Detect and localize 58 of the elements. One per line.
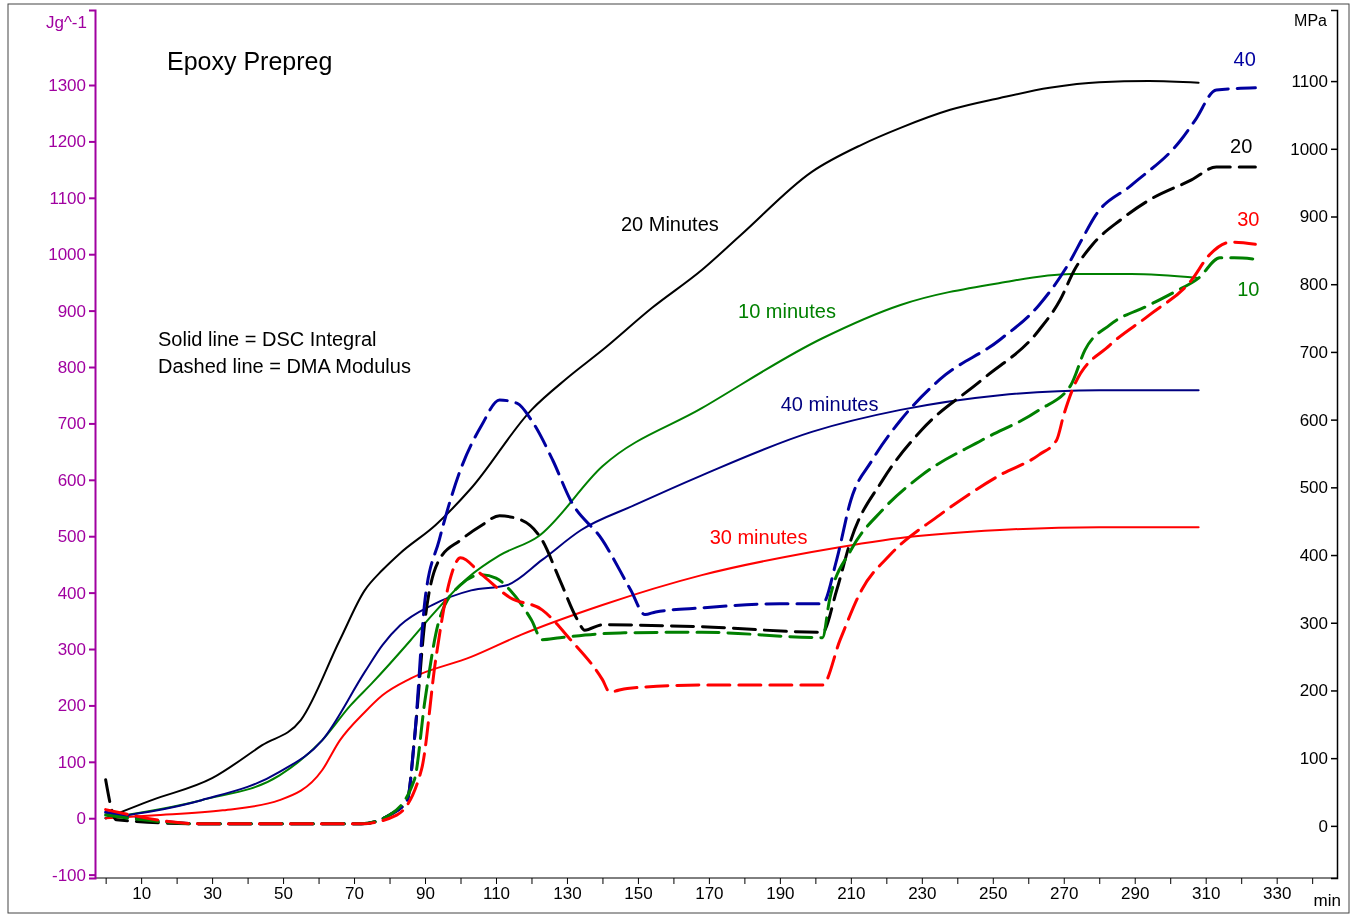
y-tick-label: 600 <box>57 470 86 490</box>
y2-tick-label: 600 <box>1299 410 1328 430</box>
y-tick-label: 100 <box>57 752 86 772</box>
x-tick-label: 70 <box>345 884 365 904</box>
series-label: 40 <box>1233 48 1256 71</box>
y2-tick-label: 200 <box>1299 681 1328 701</box>
y-tick-label: 1300 <box>48 75 86 95</box>
y2-tick-label: 1000 <box>1290 139 1328 159</box>
series-label: 10 <box>1237 278 1260 301</box>
y-tick-label: -100 <box>51 865 86 885</box>
x-tick-label: 30 <box>203 884 223 904</box>
y-tick-label: 300 <box>57 639 86 659</box>
series-label: 30 minutes <box>709 526 808 549</box>
annotation: Solid line = DSC Integral <box>158 328 377 350</box>
series-label: 30 <box>1237 207 1260 230</box>
x-tick-label: 90 <box>416 884 435 904</box>
y2-tick-label: 400 <box>1299 545 1328 565</box>
annotation: Dashed line = DMA Modulus <box>158 355 411 377</box>
series-label: 10 minutes <box>738 299 836 322</box>
series-label: 20 Minutes <box>620 213 719 236</box>
y-tick-label: 800 <box>57 357 86 377</box>
y-tick-label: 900 <box>57 301 86 321</box>
x-tick-label: 50 <box>274 884 294 904</box>
y-tick-label: 1000 <box>48 245 86 265</box>
series-label: 20 <box>1230 134 1253 157</box>
y-tick-label: 1100 <box>49 188 86 208</box>
y2-tick-label: 100 <box>1299 749 1328 769</box>
y-tick-label: 400 <box>57 583 86 603</box>
y2-tick-label: 0 <box>1318 816 1328 836</box>
y-tick-label: 700 <box>57 414 86 434</box>
series-label: 40 minutes <box>780 393 879 416</box>
x-tick-label: 250 <box>979 884 1008 904</box>
x-tick-label: 190 <box>766 884 795 904</box>
x-tick-label: 230 <box>908 884 937 904</box>
y-tick-label: 500 <box>57 527 86 547</box>
x-tick-label: 270 <box>1050 884 1079 904</box>
y2-tick-label: 300 <box>1299 613 1328 633</box>
x-tick-label: 210 <box>837 884 866 904</box>
y-tick-label: 1200 <box>48 132 86 152</box>
y2-tick-label: 800 <box>1299 275 1328 295</box>
y2-tick-label: 500 <box>1299 478 1328 498</box>
x-tick-label: 310 <box>1192 884 1221 904</box>
x-tick-label: 290 <box>1121 884 1150 904</box>
x-tick-label: 330 <box>1262 884 1292 904</box>
x-tick-label: 150 <box>624 884 653 904</box>
y2-tick-label: 1100 <box>1291 72 1328 92</box>
x-tick-label: 110 <box>482 884 511 904</box>
x-tick-label: 10 <box>132 884 152 904</box>
text: Epoxy Prepreg <box>167 47 333 75</box>
y-tick-label: 0 <box>76 809 86 829</box>
y2-axis-title: MPa <box>1294 12 1328 29</box>
y2-tick-label: 700 <box>1299 342 1328 362</box>
y2-tick-label: 900 <box>1299 207 1328 227</box>
y-tick-label: 200 <box>57 696 86 716</box>
x-axis-title: min <box>1313 891 1341 910</box>
y-axis-title: Jg^-1 <box>45 13 87 32</box>
x-tick-label: 130 <box>553 884 582 904</box>
x-tick-label: 170 <box>695 884 724 904</box>
